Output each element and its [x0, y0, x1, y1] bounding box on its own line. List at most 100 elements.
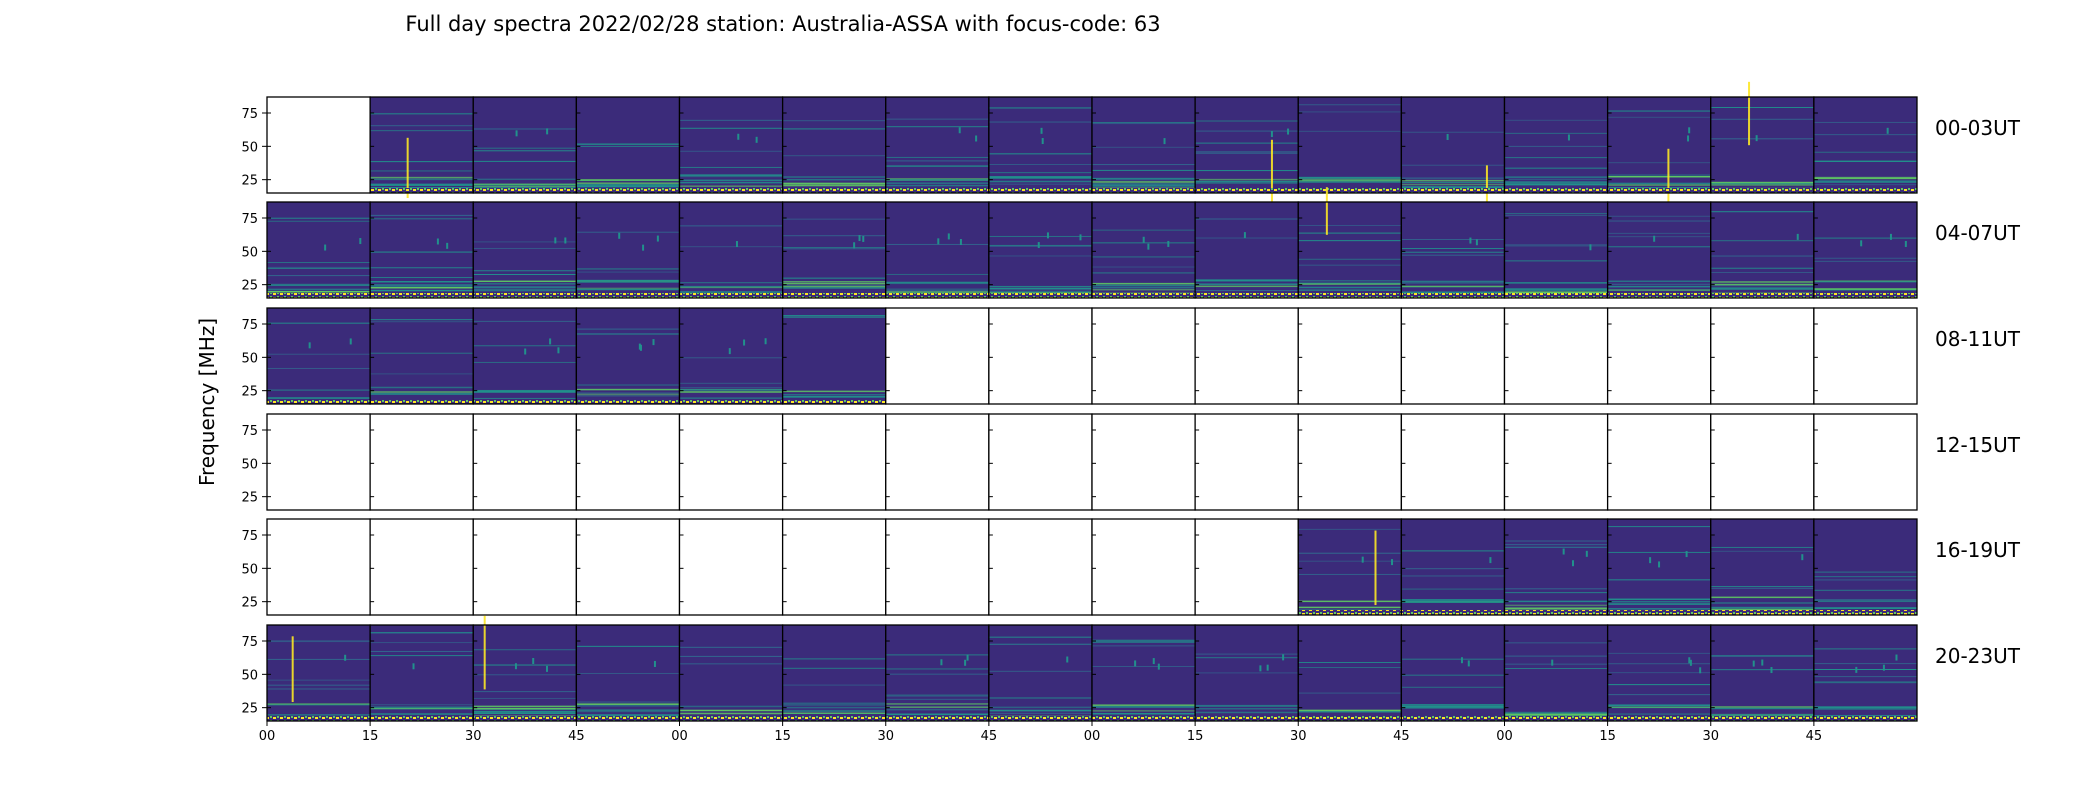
burst-mark [947, 233, 950, 240]
spectrum-background [267, 308, 371, 404]
empty-panel [1092, 414, 1196, 510]
spectrum-panel [1606, 307, 1712, 405]
x-tick-label: 30 [1702, 729, 1719, 744]
rfi-line [267, 679, 371, 681]
noise-band [679, 286, 783, 289]
noise-band [1504, 183, 1608, 186]
noise-band [782, 178, 886, 181]
spectrum-panel [472, 615, 578, 722]
noise-band [782, 704, 886, 706]
burst-mark [1761, 659, 1764, 666]
rfi-line [1504, 178, 1608, 180]
y-tick-label: 75 [241, 107, 258, 122]
noise-band [1710, 602, 1814, 604]
spectrum-background [782, 308, 886, 404]
noise-band [1504, 289, 1608, 291]
noise-band [1813, 607, 1917, 609]
spectrum-panel [1606, 624, 1712, 722]
noise-band [679, 397, 783, 399]
rfi-line [1195, 657, 1299, 659]
burst-mark [1142, 236, 1145, 243]
spectrum-background [782, 97, 886, 193]
spectrum-background [370, 202, 474, 298]
noise-band [885, 182, 989, 184]
rfi-line [1401, 181, 1505, 183]
rfi-line [1607, 579, 1711, 581]
spectra-row: 25 50 75 [241, 81, 1918, 227]
y-tick-label: 25 [241, 385, 258, 400]
spectrum-panel [1091, 307, 1196, 405]
rfi-line [370, 321, 474, 323]
noise-band [1504, 600, 1608, 603]
speckle-strip [1813, 188, 1917, 193]
rfi-line [1092, 665, 1196, 667]
speckle-strip [679, 293, 783, 298]
burst-mark [564, 237, 567, 244]
rfi-line [1710, 655, 1814, 657]
spectrum-panel [1710, 81, 1815, 194]
rfi-line [370, 277, 474, 279]
rfi-line [370, 650, 474, 652]
rfi-line [885, 290, 989, 292]
rfi-line [576, 645, 680, 647]
noise-band [1298, 282, 1402, 284]
burst-mark [1460, 657, 1463, 664]
spectrum-panel [1091, 413, 1196, 511]
burst-mark [436, 238, 439, 245]
rfi-line [1504, 244, 1608, 246]
x-tick-label: 00 [259, 729, 276, 744]
noise-band [782, 396, 886, 398]
spectrum-panel [781, 201, 887, 299]
speckle-strip [988, 293, 1092, 298]
burst-mark [483, 615, 486, 690]
burst-mark [1270, 131, 1273, 138]
burst-mark [359, 238, 362, 245]
noise-band [1298, 176, 1402, 179]
rfi-line [885, 695, 989, 697]
rfi-line [1710, 669, 1814, 671]
rfi-line [1504, 157, 1608, 159]
rfi-line [473, 160, 577, 162]
burst-mark [639, 344, 642, 351]
empty-panel [679, 414, 783, 510]
rfi-line [1092, 179, 1196, 181]
speckle-strip [1298, 188, 1402, 193]
spectrum-panel [1813, 96, 1918, 194]
spectrum-panel [1503, 307, 1609, 405]
noise-band [473, 397, 577, 400]
spectrum-panel [1091, 624, 1196, 722]
rfi-line [267, 641, 371, 643]
spectrum-panel [988, 624, 1093, 722]
noise-band [1195, 180, 1299, 183]
speckle-strip [473, 293, 577, 298]
speckle-strip [473, 716, 577, 721]
rfi-line [1298, 662, 1402, 664]
noise-band [473, 186, 577, 189]
rfi-line [782, 248, 886, 250]
noise-band [1401, 280, 1505, 283]
speckle-strip [1504, 716, 1608, 721]
noise-band [679, 712, 783, 715]
rfi-line [1092, 146, 1196, 148]
spectrum-panel [1710, 307, 1815, 405]
rfi-line [1401, 254, 1505, 256]
rfi-line [576, 144, 680, 146]
rfi-line [576, 268, 680, 270]
burst-mark [755, 136, 758, 143]
rfi-line [782, 315, 886, 317]
rfi-line [1092, 229, 1196, 231]
spectrum-panel [1194, 201, 1299, 299]
rfi-line [1813, 599, 1917, 601]
noise-band [370, 713, 474, 715]
spectrum-panel [472, 96, 578, 194]
speckle-strip [1504, 293, 1608, 298]
noise-band [1298, 286, 1402, 289]
rfi-line [1504, 544, 1608, 546]
rfi-line [1401, 588, 1505, 590]
burst-mark [1489, 557, 1492, 564]
noise-band [885, 713, 989, 715]
rfi-line [1607, 162, 1711, 164]
rfi-line [1813, 151, 1917, 153]
burst-mark [1770, 667, 1773, 674]
rfi-line [576, 185, 680, 187]
